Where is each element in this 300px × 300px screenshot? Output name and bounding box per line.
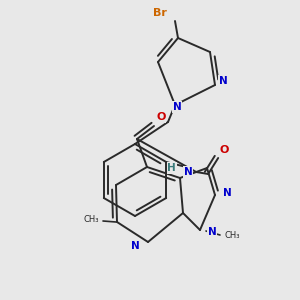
Text: N: N bbox=[172, 102, 182, 112]
Text: N: N bbox=[208, 227, 217, 237]
Text: N: N bbox=[131, 241, 140, 251]
Text: O: O bbox=[220, 145, 229, 155]
Text: CH₃: CH₃ bbox=[83, 215, 99, 224]
Text: H: H bbox=[167, 163, 176, 173]
Text: N: N bbox=[223, 188, 232, 198]
Text: N: N bbox=[184, 167, 193, 177]
Text: CH₃: CH₃ bbox=[224, 232, 240, 241]
Text: N: N bbox=[219, 76, 227, 86]
Text: O: O bbox=[156, 112, 166, 122]
Text: Br: Br bbox=[153, 8, 167, 18]
